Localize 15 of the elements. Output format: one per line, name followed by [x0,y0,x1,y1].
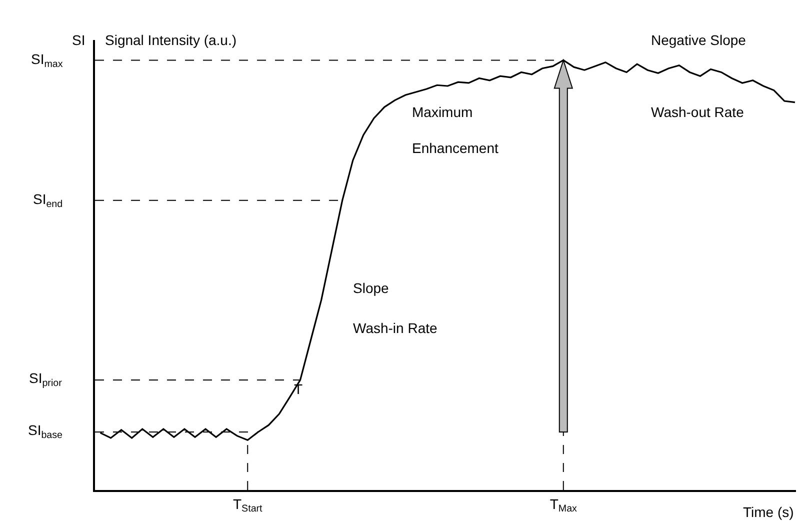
x-tick-label: T$_{Max}$ [550,496,578,515]
ref-line-label: SI$_{prior}$ [29,370,63,389]
ref-line-label: SI$_{max}$ [31,51,63,70]
x-axis-title: Time (s) [743,504,794,520]
text: Negative Slope [651,32,746,48]
annotation: Maximum [412,104,473,120]
y-axis-title: Signal Intensity (a.u.) [105,32,237,48]
x-tick-label: T$_{Start}$ [232,496,263,515]
annotation: Wash-out Rate [651,104,744,120]
text: SI [72,32,86,48]
ref-line-label: SI$_{end}$ [33,191,63,210]
annotation: Enhancement [412,140,499,156]
ref-line-label: SI$_{base}$ [28,422,64,441]
annotation: Wash-in Rate [353,320,438,336]
annotation: Slope [353,280,390,296]
